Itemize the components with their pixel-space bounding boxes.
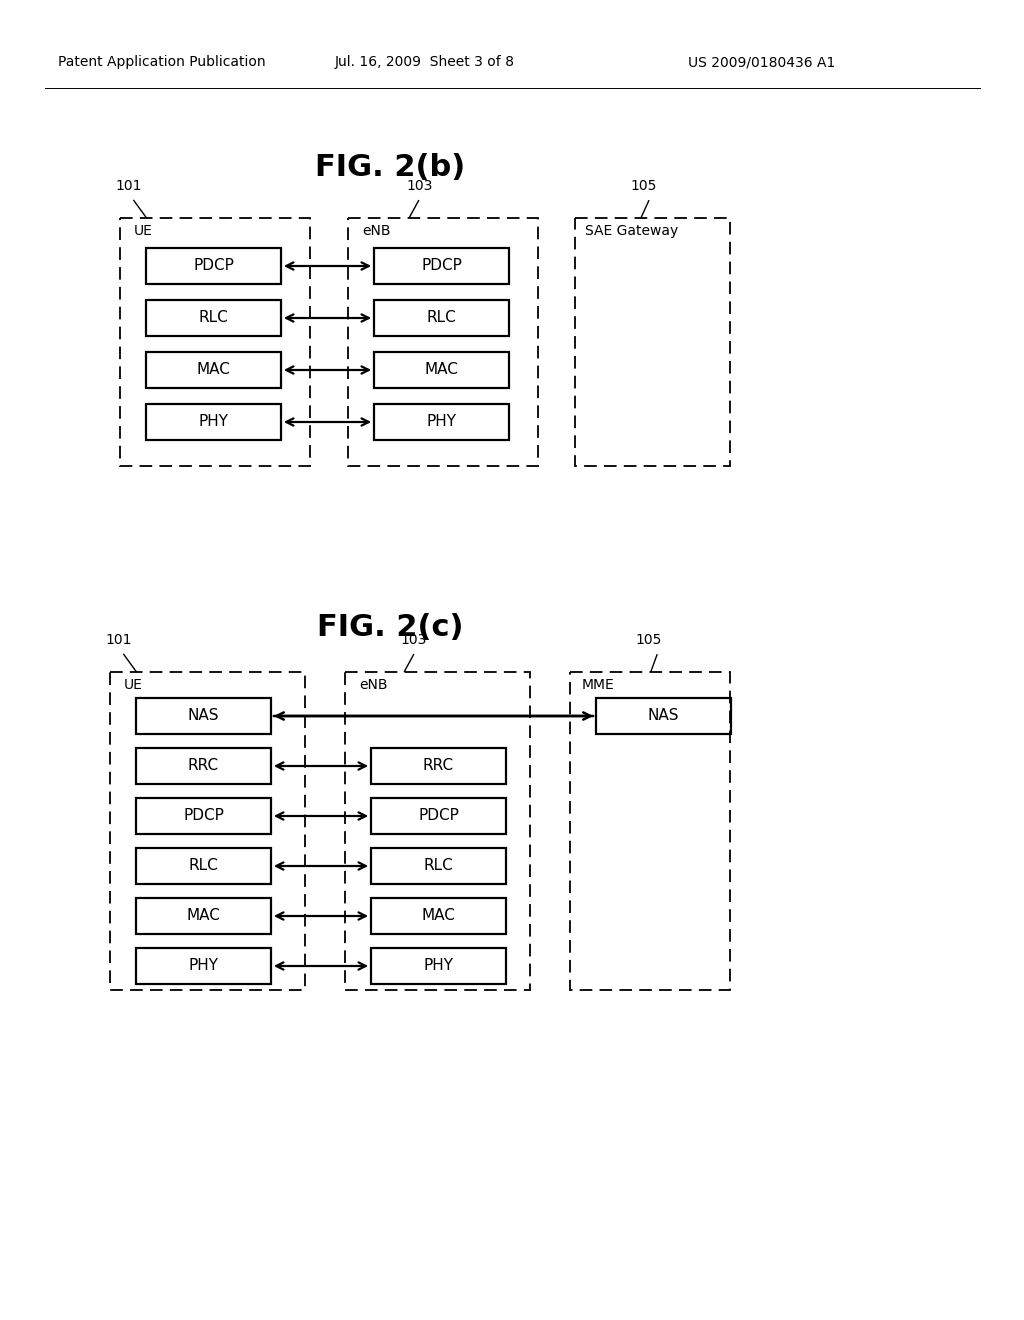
Text: MAC: MAC <box>186 908 220 924</box>
Bar <box>371 898 506 935</box>
Text: PHY: PHY <box>424 958 454 974</box>
Bar <box>146 248 281 284</box>
Text: Jul. 16, 2009  Sheet 3 of 8: Jul. 16, 2009 Sheet 3 of 8 <box>335 55 515 69</box>
Text: 103: 103 <box>400 634 426 647</box>
Bar <box>374 404 509 440</box>
Bar <box>371 748 506 784</box>
Text: NAS: NAS <box>648 709 679 723</box>
Text: FIG. 2(b): FIG. 2(b) <box>314 153 465 182</box>
Bar <box>596 698 731 734</box>
Text: PDCP: PDCP <box>183 808 224 824</box>
Bar <box>120 218 310 466</box>
Text: UE: UE <box>124 678 143 692</box>
Text: MAC: MAC <box>197 363 230 378</box>
Text: RLC: RLC <box>188 858 218 874</box>
Bar <box>146 352 281 388</box>
Text: MAC: MAC <box>422 908 456 924</box>
Text: PHY: PHY <box>427 414 457 429</box>
Bar <box>345 672 530 990</box>
Bar <box>371 847 506 884</box>
Text: UE: UE <box>134 224 153 238</box>
Bar <box>136 898 271 935</box>
Text: RRC: RRC <box>423 759 454 774</box>
Bar <box>371 948 506 983</box>
Bar <box>110 672 305 990</box>
Text: 101: 101 <box>115 180 141 193</box>
Text: PDCP: PDCP <box>418 808 459 824</box>
Text: 105: 105 <box>635 634 662 647</box>
Bar <box>374 248 509 284</box>
Bar <box>570 672 730 990</box>
Text: 103: 103 <box>406 180 432 193</box>
Text: PDCP: PDCP <box>194 259 233 273</box>
Bar <box>374 352 509 388</box>
Bar <box>136 948 271 983</box>
Text: MME: MME <box>582 678 614 692</box>
Bar <box>575 218 730 466</box>
Text: RLC: RLC <box>199 310 228 326</box>
Text: PDCP: PDCP <box>421 259 462 273</box>
Bar <box>348 218 538 466</box>
Text: RLC: RLC <box>427 310 457 326</box>
Text: 101: 101 <box>105 634 131 647</box>
Text: 105: 105 <box>630 180 656 193</box>
Text: PHY: PHY <box>199 414 228 429</box>
Text: US 2009/0180436 A1: US 2009/0180436 A1 <box>688 55 836 69</box>
Text: NAS: NAS <box>187 709 219 723</box>
Bar <box>371 799 506 834</box>
Bar <box>146 404 281 440</box>
Bar <box>136 698 271 734</box>
Text: FIG. 2(c): FIG. 2(c) <box>316 614 463 643</box>
Text: PHY: PHY <box>188 958 218 974</box>
Bar <box>374 300 509 337</box>
Text: SAE Gateway: SAE Gateway <box>585 224 678 238</box>
Text: eNB: eNB <box>362 224 390 238</box>
Text: eNB: eNB <box>359 678 387 692</box>
Text: RRC: RRC <box>188 759 219 774</box>
Text: Patent Application Publication: Patent Application Publication <box>58 55 266 69</box>
Bar <box>136 748 271 784</box>
Text: MAC: MAC <box>425 363 459 378</box>
Bar <box>146 300 281 337</box>
Bar <box>136 799 271 834</box>
Text: RLC: RLC <box>424 858 454 874</box>
Bar <box>136 847 271 884</box>
